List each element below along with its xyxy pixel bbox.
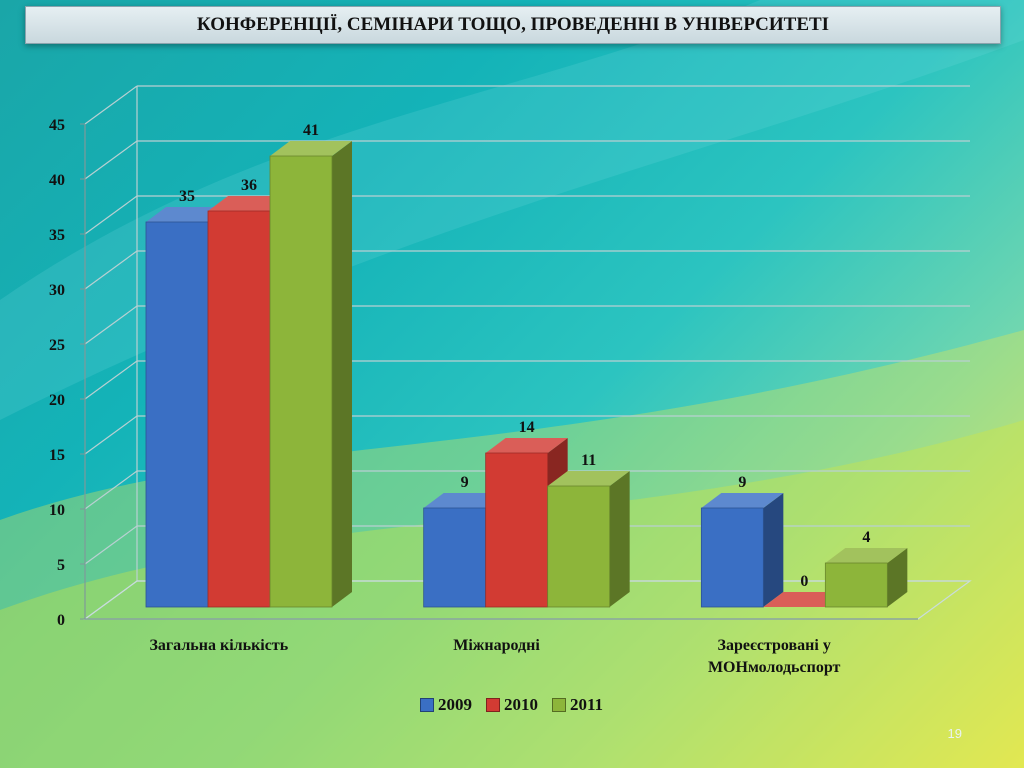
legend-swatch — [552, 698, 566, 712]
bar-front — [485, 452, 549, 608]
gridline-diagonal — [84, 525, 138, 565]
gridline-diagonal — [84, 250, 138, 290]
bar-top — [423, 493, 506, 508]
bar-front — [824, 562, 888, 608]
y-tick-label: 0 — [57, 612, 65, 629]
data-label: 4 — [862, 529, 870, 546]
bar-front — [207, 210, 271, 608]
legend-label: 2011 — [570, 695, 604, 714]
slide-title: КОНФЕРЕНЦІЇ, СЕМІНАРИ ТОЩО, ПРОВЕДЕННІ В… — [25, 6, 1001, 44]
bar-side — [763, 493, 784, 607]
data-label: 9 — [738, 474, 746, 491]
bar-top — [146, 207, 228, 222]
bar-front — [423, 507, 487, 608]
bar-top — [701, 493, 784, 508]
y-tick-label: 10 — [49, 502, 65, 519]
gridline-diagonal — [84, 305, 138, 345]
gridline-diagonal — [84, 415, 138, 455]
chart-legend: 2009 2010 2011 — [420, 694, 603, 716]
data-label: 9 — [461, 474, 469, 491]
gridline-diagonal — [84, 360, 138, 400]
data-label: 11 — [581, 452, 596, 469]
legend-item-2011: 2011 — [552, 695, 603, 715]
bar-front — [145, 221, 209, 608]
bar-top — [763, 592, 846, 607]
bar-2009-3 — [700, 493, 784, 608]
bar-top — [547, 471, 630, 486]
y-tick-label: 35 — [49, 227, 65, 244]
y-tick-label: 45 — [49, 117, 65, 134]
legend-label: 2009 — [438, 695, 472, 714]
y-tick-label: 40 — [49, 172, 65, 189]
data-label: 36 — [241, 177, 257, 194]
data-label: 14 — [519, 419, 535, 436]
bar-side — [609, 471, 630, 607]
legend-swatch — [420, 698, 434, 712]
bar-top — [270, 141, 352, 156]
bar-top — [485, 438, 568, 453]
data-label: 35 — [179, 188, 195, 205]
bar-side — [887, 548, 908, 607]
x-category-label: Зареєстровані у МОНмолодьспорт — [708, 637, 841, 676]
y-tick-label: 20 — [49, 392, 65, 409]
bar-2011-3 — [824, 548, 908, 608]
gridline-diagonal — [84, 140, 138, 180]
bar-top — [208, 196, 290, 211]
y-tick-label: 25 — [49, 337, 65, 354]
slide-title-text: КОНФЕРЕНЦІЇ, СЕМІНАРИ ТОЩО, ПРОВЕДЕННІ В… — [196, 14, 830, 35]
bar-2011-1 — [269, 141, 352, 608]
data-label: 41 — [303, 122, 319, 139]
legend-swatch — [486, 698, 500, 712]
x-category-label: Міжнародні — [453, 637, 540, 654]
bar-front — [700, 507, 764, 608]
data-label: 0 — [800, 573, 808, 590]
gridline-diagonal — [84, 470, 138, 510]
gridline-diagonal — [84, 195, 138, 235]
y-tick-label: 15 — [49, 447, 65, 464]
y-tick-label: 5 — [57, 557, 65, 574]
x-category-label: Загальна кількість — [149, 637, 288, 654]
y-tick-label: 30 — [49, 282, 65, 299]
bar-2010-3 — [763, 592, 846, 607]
bar-front — [269, 155, 333, 608]
legend-item-2010: 2010 — [486, 695, 538, 715]
bar-side — [332, 141, 352, 607]
page-number: 19 — [947, 726, 962, 741]
legend-item-2009: 2009 — [420, 695, 472, 715]
legend-label: 2010 — [504, 695, 538, 714]
bar-2011-2 — [547, 471, 630, 608]
bar-top — [825, 548, 908, 563]
bar-front — [547, 485, 611, 608]
gridline-diagonal — [84, 85, 138, 125]
